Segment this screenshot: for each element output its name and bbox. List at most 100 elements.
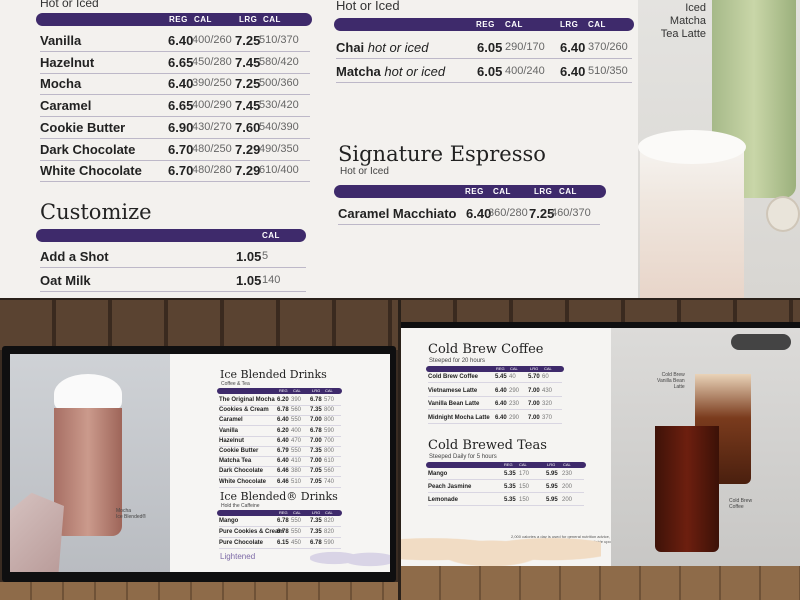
menu-row: Pure Chocolate 6.15 450 6.78 590 [219, 539, 341, 549]
reg-cal: 40 [509, 374, 516, 380]
lrg-cal: 700 [324, 437, 335, 444]
caffeine-free-header: REG CAL LRG CAL [217, 510, 342, 516]
lrg-price: 7.29 [235, 163, 261, 179]
lrg-cal: 460/370 [551, 207, 591, 219]
item-name: Mango [428, 471, 448, 477]
item-name: Oat Milk [40, 273, 91, 288]
cold-teas-header: REG CAL LRG CAL [426, 462, 586, 468]
reg-price: 6.20 [277, 427, 289, 434]
lrg-price: 7.00 [528, 387, 540, 394]
reg-price: 6.40 [495, 414, 507, 421]
lrg-price: 7.35 [310, 448, 322, 454]
coffee-glass [655, 426, 719, 552]
signature-subtitle: Hot or Iced [340, 166, 389, 177]
item-name: Dark Chocolate [219, 468, 264, 475]
item-name: Cold Brew Coffee [428, 374, 479, 380]
menu-row: White Chocolate 6.46 510 7.05 740 [219, 478, 341, 488]
item-name: Pure Chocolate [219, 540, 264, 546]
item-name: Vanilla [40, 33, 82, 48]
lrg-price: 7.35 [310, 407, 322, 414]
lrg-cal: 200 [562, 497, 573, 503]
lrg-price: 7.25 [235, 33, 261, 48]
menu-row: Vanilla 6.20 400 6.78 590 [219, 427, 341, 437]
lrg-price: 7.05 [310, 468, 322, 475]
menu-row: Oat Milk 1.05 140 [40, 270, 306, 292]
lrg-price: 5.95 [546, 484, 558, 490]
wood-wall [0, 582, 398, 600]
reg-cal: 290 [509, 414, 520, 421]
ice-blended-title: Ice Blended Drinks [220, 368, 327, 381]
caffeine-free-title: Ice Blended® Drinks [220, 490, 338, 503]
item-cal: 140 [262, 274, 281, 286]
lrg-cal: 320 [542, 401, 553, 408]
spoon-bowl [766, 196, 800, 232]
item-name: Hazelnut [40, 54, 95, 70]
menu-row: White Chocolate 6.70 480/280 7.29 610/400 [40, 160, 310, 183]
item-name: Caramel [40, 98, 92, 114]
reg-cal: 230 [509, 401, 520, 408]
reg-cal: 560 [291, 407, 302, 414]
item-name: Mocha [40, 76, 82, 92]
lrg-price: 7.00 [310, 437, 322, 444]
reg-price: 6.65 [168, 98, 194, 114]
customize-title: Customize [40, 200, 152, 224]
lrg-price: 7.00 [528, 401, 540, 408]
tea-header-bar: REG CAL LRG CAL [334, 18, 634, 31]
lrg-cal: 800 [324, 448, 335, 454]
menu-row: Matcha hot or iced 6.05 400/240 6.40 510/350 [336, 61, 632, 83]
menu-row: Chai hot or iced 6.05 290/170 6.40 370/260 [336, 37, 632, 59]
reg-price: 6.40 [466, 206, 492, 221]
lrg-cal: 370 [542, 414, 553, 421]
item-name: Cookies & Cream [219, 407, 269, 414]
reg-price: 6.40 [277, 437, 289, 444]
lrg-cal: 610 [324, 458, 335, 465]
reg-cal: 550 [291, 529, 302, 535]
reg-price: 5.35 [504, 484, 516, 490]
reg-cal: 430/270 [192, 120, 232, 133]
menu-row: Mango 5.35 170 5.95 230 [428, 470, 584, 480]
menu-row: Cookie Butter 6.90 430/270 7.60 540/390 [40, 117, 310, 139]
menu-row: Vanilla Bean Latte 6.40 230 7.00 320 [428, 400, 562, 411]
reg-cal: 550 [291, 518, 302, 524]
coffee-bean-decor [310, 544, 390, 572]
lrg-price: 7.25 [529, 206, 555, 221]
lrg-cal: 820 [324, 529, 335, 535]
menu-row: Dark Chocolate 6.46 380 7.05 560 [219, 467, 341, 478]
item-name: Midnight Mocha Latte [428, 414, 490, 421]
reg-price: 6.05 [477, 40, 503, 55]
menu-row: Vanilla 6.40 400/260 7.25 510/370 [40, 30, 310, 52]
menu-row: Hazelnut 6.40 470 7.00 700 [219, 437, 341, 447]
photo-caption: Iced Matcha Tea Latte [660, 2, 706, 40]
reg-price: 6.70 [168, 163, 194, 179]
menu-row: Dark Chocolate 6.70 480/250 7.29 490/350 [40, 139, 310, 161]
menu-row: Cookie Butter 6.79 550 7.35 800 [219, 447, 341, 457]
reg-price: 6.78 [277, 518, 289, 524]
menu-row: Hazelnut 6.65 450/280 7.45 580/420 [40, 52, 310, 74]
reg-cal: 550 [291, 448, 302, 454]
pour-pitcher [731, 334, 791, 350]
cold-brew-screen-photo: Cold Brew Coffee Steeped for 20 hours RE… [401, 300, 800, 600]
menu-row: Mocha 6.40 390/250 7.25 500/360 [40, 73, 310, 96]
reg-cal: 480/280 [192, 164, 232, 177]
reg-price: 6.78 [277, 529, 289, 535]
lrg-cal: 590 [324, 427, 335, 434]
reg-price: 6.70 [168, 141, 194, 157]
customize-header-bar: CAL [36, 229, 306, 242]
chocolate-pieces [10, 492, 64, 572]
lrg-cal: 590 [324, 540, 335, 546]
reg-price: 6.40 [168, 33, 194, 48]
menu-row: Matcha Tea 6.40 410 7.00 610 [219, 457, 341, 468]
item-price: 1.05 [236, 249, 262, 264]
reg-cal: 400/290 [192, 99, 232, 112]
lrg-price: 5.95 [546, 471, 558, 477]
lrg-cal: 510/350 [588, 65, 628, 77]
menu-row: The Original Mocha 6.20 390 6.78 570 [219, 396, 341, 406]
reg-price: 5.35 [504, 471, 516, 477]
menu-row: Vietnamese Latte 6.40 290 7.00 430 [428, 387, 562, 397]
lrg-cal: 610/400 [259, 164, 299, 177]
reg-cal: 390/250 [192, 77, 232, 90]
frappe-photo: Mocha Ice Blended® [10, 354, 170, 572]
reg-cal: 470 [291, 437, 302, 444]
lrg-price: 7.29 [235, 141, 261, 157]
lrg-cal: 580/420 [259, 55, 299, 68]
